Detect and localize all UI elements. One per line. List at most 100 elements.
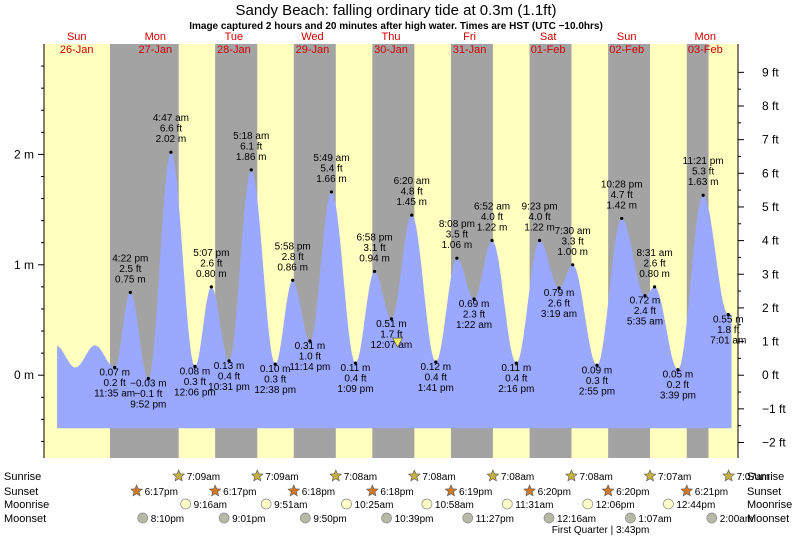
moonset-label-right: Moonset xyxy=(747,513,789,525)
tide-label: 0.3 ft xyxy=(264,375,286,386)
tide-label: 0.3 ft xyxy=(586,376,608,387)
sunrise-label-left: Sunrise xyxy=(4,471,41,483)
tide-label: 6:52 am xyxy=(474,202,510,213)
tide-label: 1.42 m xyxy=(606,200,637,211)
sun-star-icon xyxy=(407,469,421,482)
right-tick-label: 7 ft xyxy=(762,133,779,147)
tide-point xyxy=(676,368,680,372)
tide-label: 0.69 m xyxy=(459,299,490,310)
tide-point xyxy=(273,362,277,366)
sunrise-time: 7:08am xyxy=(579,472,612,483)
day-date: 28-Jan xyxy=(217,44,251,56)
tide-point xyxy=(227,359,231,363)
moonrise-time: 12:44pm xyxy=(676,500,715,511)
moon-circle-icon xyxy=(260,498,272,510)
tide-label: 0.79 m xyxy=(544,288,575,299)
tide-label: 0.10 m xyxy=(260,364,291,375)
moon-circle-icon xyxy=(341,498,352,510)
left-tick-label: 1 m xyxy=(14,258,34,272)
tide-label: 0.72 m xyxy=(630,296,661,307)
sunset-time: 6:17pm xyxy=(145,487,178,498)
tide-label: 4:47 am xyxy=(153,113,189,124)
day-name: Sat xyxy=(540,31,557,43)
moon-circle-icon xyxy=(663,498,674,510)
right-tick-label: −2 ft xyxy=(762,435,786,449)
tide-label: −0.03 m xyxy=(130,379,166,390)
day-name: Sun xyxy=(67,31,87,43)
sunset-label-left: Sunset xyxy=(4,486,38,498)
tide-point xyxy=(308,339,312,343)
day-labels: Sun26-JanMon27-JanTue28-JanWed29-JanThu3… xyxy=(60,31,723,56)
tide-point xyxy=(571,263,575,267)
sun-star-icon xyxy=(287,484,301,497)
tide-label: 0.09 m xyxy=(582,365,613,376)
tide-label: 10:31 pm xyxy=(208,382,250,393)
sun-star-icon xyxy=(172,469,186,482)
tide-point xyxy=(434,360,438,364)
moonset-time: 10:39pm xyxy=(395,514,434,525)
tide-label: 0.94 m xyxy=(359,253,390,264)
sun-star-icon xyxy=(208,484,222,497)
chart-title: Sandy Beach: falling ordinary tide at 0.… xyxy=(235,2,556,19)
sunset-time: 6:20pm xyxy=(616,487,649,498)
tide-label: 2.6 ft xyxy=(548,298,570,309)
tide-label: 1.63 m xyxy=(688,177,719,188)
chart-subtitle: Image captured 2 hours and 20 minutes af… xyxy=(189,21,603,32)
sun-star-icon xyxy=(565,469,578,482)
tide-label: 3:39 pm xyxy=(660,391,696,402)
tide-label: 8:08 pm xyxy=(439,219,475,230)
right-tick-label: 8 ft xyxy=(762,99,779,113)
moon-circle-icon xyxy=(625,512,636,524)
moonrise-time: 10:25am xyxy=(355,500,394,511)
tide-label: 12:38 pm xyxy=(254,385,296,396)
tide-label: 6:58 pm xyxy=(356,232,392,243)
moon-circle-icon xyxy=(543,512,555,524)
tide-point xyxy=(329,190,334,194)
tide-label: 1.45 m xyxy=(396,197,427,208)
sun-star-icon xyxy=(365,484,379,497)
tide-label: 0.31 m xyxy=(295,341,326,352)
tide-label: 9:23 pm xyxy=(521,202,557,213)
current-tide-marker xyxy=(391,337,404,348)
sunset-time: 6:18pm xyxy=(380,487,413,498)
moon-circle-icon xyxy=(501,498,513,510)
sun-star-icon xyxy=(523,484,537,497)
tide-label: 4.0 ft xyxy=(528,212,550,223)
tide-point xyxy=(128,290,132,294)
tide-label: 12:07 am xyxy=(371,340,413,351)
tide-label: 5.3 ft xyxy=(692,167,714,178)
tide-label: 3.5 ft xyxy=(446,230,468,241)
tide-label: 5:58 pm xyxy=(275,241,311,252)
moon-circle-icon xyxy=(180,498,191,510)
day-date: 03-Feb xyxy=(688,44,723,56)
tide-label: 0.4 ft xyxy=(218,371,240,382)
day-date: 02-Feb xyxy=(609,44,644,56)
tide-point xyxy=(595,363,599,367)
tide-label: 0.11 m xyxy=(501,363,531,374)
tide-area xyxy=(57,152,732,429)
tide-point xyxy=(113,365,117,370)
tide-label: 1.66 m xyxy=(316,174,347,185)
sunset-time: 6:18pm xyxy=(302,487,335,498)
tide-label: 0.2 ft xyxy=(104,378,126,389)
tide-label: 6.1 ft xyxy=(240,141,262,152)
tide-curve xyxy=(57,152,732,429)
right-tick-label: 1 ft xyxy=(762,335,779,349)
tide-point xyxy=(389,317,393,321)
right-tick-label: 6 ft xyxy=(762,166,779,180)
sun-star-icon xyxy=(486,469,500,482)
sunrise-time: 7:08am xyxy=(501,472,534,483)
day-name: Tue xyxy=(225,31,244,43)
tide-point xyxy=(643,294,647,298)
tide-label: 3.1 ft xyxy=(363,243,385,254)
tide-label: 10:28 pm xyxy=(601,179,643,190)
tide-point xyxy=(472,297,476,301)
tide-point xyxy=(372,269,377,274)
tide-label: 2.8 ft xyxy=(282,252,304,263)
sun-star-icon xyxy=(444,484,458,497)
tide-label: 11:14 pm xyxy=(289,362,330,373)
sun-star-icon xyxy=(250,469,264,482)
tide-point xyxy=(169,150,173,154)
moonset-time: 9:50pm xyxy=(313,514,346,525)
